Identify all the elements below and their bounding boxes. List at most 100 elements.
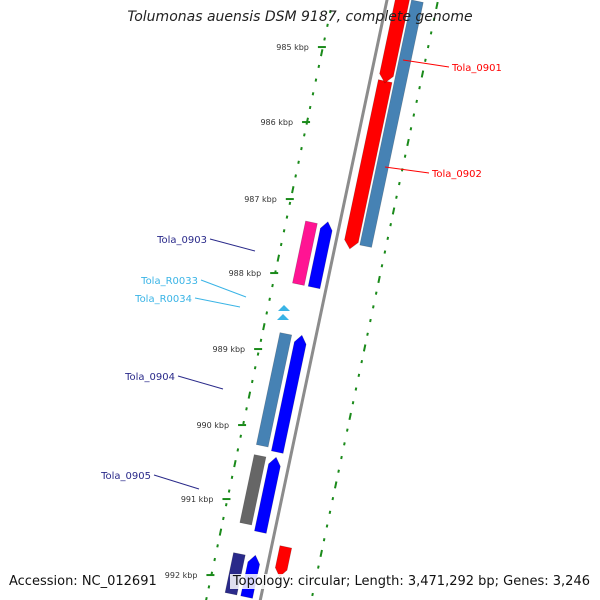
scale-tick [303,133,306,137]
scale-tick [205,596,208,600]
genome-backbone [258,0,389,600]
scale-tick [362,344,367,352]
scale-tick [294,174,297,178]
left-scale-track [205,9,332,600]
scale-tick [328,510,332,514]
scale-tick [415,99,418,104]
scale-tick [340,455,343,460]
gene-tola-0904[interactable] [271,334,307,454]
label-leader-line [209,238,256,252]
scale-tick [279,242,283,247]
scale-tick [424,58,427,62]
tick-label: 986 kbp [260,118,293,127]
right-scale-track [311,1,439,597]
scale-tick [317,64,321,69]
scale-tick [372,305,375,309]
gene-steelblue-right[interactable] [359,0,424,248]
tick-label: 988 kbp [229,269,262,278]
tick-label: 992 kbp [165,571,198,580]
scale-tick [319,549,323,558]
scale-tick [314,78,318,82]
scale-tick [227,489,231,493]
gene-label[interactable]: Tola_R0033 [140,276,198,287]
gene-label[interactable]: Tola_0905 [100,471,151,482]
scale-tick [262,323,266,331]
scale-tick [418,86,421,90]
gene-tola-0902[interactable] [344,79,393,250]
scale-tick [354,387,358,391]
scale-tick [386,236,390,241]
scale-tick [297,160,300,164]
tick-label: 985 kbp [276,43,309,52]
gene-tola-r0033[interactable] [278,305,290,311]
scale-tick [357,373,361,378]
scale-tick [242,420,245,425]
label-leader-line [177,375,224,390]
tick-label: 987 kbp [244,195,277,204]
gene-label[interactable]: Tola_0903 [156,235,207,246]
scale-tick [369,318,372,323]
scale-tick [351,401,355,405]
tick-label: 990 kbp [196,421,229,430]
scale-tick [403,154,407,158]
gene-tola-r0034[interactable] [277,314,289,320]
gene-tola-0905[interactable] [254,456,281,534]
scale-tick [380,264,384,268]
scale-tick [323,37,326,41]
scale-tick [432,17,436,21]
scale-tick [435,1,439,10]
scale-tick [213,557,216,562]
scale-tick [256,352,260,356]
scale-tick [420,70,425,78]
scale-tick [345,428,349,432]
scale-tick [207,585,211,589]
scale-tick [426,44,430,49]
scale-tick [366,332,369,336]
label-leader-line [153,474,200,490]
scale-tick [251,379,254,384]
scale-tick [265,311,269,315]
scale-tick [329,9,332,14]
tick-label: 989 kbp [213,345,246,354]
scale-tick [239,434,243,438]
scale-tick [331,496,335,501]
scale-tick [236,448,240,452]
scale-tick [383,250,387,254]
scale-tick [337,469,340,473]
scale-tick [360,359,364,364]
scale-tick [343,442,346,446]
scale-tick [259,338,263,343]
scale-tick [216,544,219,548]
gene-label[interactable]: Tola_R0034 [134,294,192,305]
scale-tick [230,475,234,480]
scale-tick [271,283,274,288]
gene-label[interactable]: Tola_0901 [451,63,502,74]
scale-tick [391,207,396,215]
genome-info-label: Topology: circular; Length: 3,471,292 bp… [229,574,590,589]
label-leader-line [200,279,247,298]
gene-label[interactable]: Tola_0902 [431,169,482,180]
scale-tick [311,92,315,96]
genome-title: Tolumonas auensis DSM 9187, complete gen… [127,9,473,25]
scale-tick [288,201,292,206]
gene-red-bottom[interactable] [275,545,293,578]
scale-tick [429,31,433,35]
gene-tola-0901[interactable] [379,0,410,84]
gene-tola-0903[interactable] [307,221,333,290]
scale-tick [247,391,252,399]
gene-gray-0905[interactable] [239,454,267,526]
scale-tick [406,138,410,147]
scale-tick [395,195,398,199]
scale-tick [308,105,312,110]
scale-tick [276,254,281,262]
scale-tick [233,460,237,468]
gene-label[interactable]: Tola_0904 [124,372,175,383]
scale-tick [322,538,326,542]
gene-pink-0903[interactable] [292,220,318,286]
scale-tick [317,565,320,569]
gene-steelblue-0904[interactable] [255,332,293,448]
accession-label: Accession: NC_012691 [9,574,160,589]
scale-tick [268,297,271,301]
